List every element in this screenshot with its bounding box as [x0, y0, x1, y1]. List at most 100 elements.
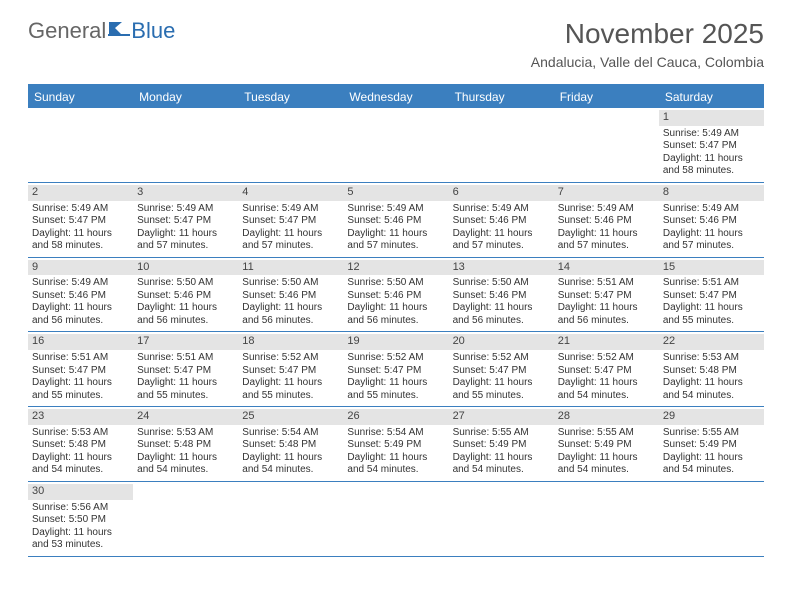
sunset-line: Sunset: 5:47 PM	[663, 290, 760, 303]
sunrise-line: Sunrise: 5:49 AM	[32, 203, 129, 216]
daylight-line: Daylight: 11 hours and 54 minutes.	[558, 377, 655, 402]
sunset-line: Sunset: 5:46 PM	[347, 290, 444, 303]
sunrise-line: Sunrise: 5:54 AM	[347, 427, 444, 440]
empty-cell	[238, 482, 343, 556]
day-cell: 25Sunrise: 5:54 AMSunset: 5:48 PMDayligh…	[238, 407, 343, 481]
empty-cell	[28, 108, 133, 182]
daylight-line: Daylight: 11 hours and 53 minutes.	[32, 527, 129, 552]
day-cell: 13Sunrise: 5:50 AMSunset: 5:46 PMDayligh…	[449, 258, 554, 332]
daylight-line: Daylight: 11 hours and 57 minutes.	[453, 228, 550, 253]
daylight-line: Daylight: 11 hours and 54 minutes.	[347, 452, 444, 477]
day-number: 30	[28, 484, 133, 500]
week-row: 9Sunrise: 5:49 AMSunset: 5:46 PMDaylight…	[28, 258, 764, 333]
daylight-line: Daylight: 11 hours and 57 minutes.	[347, 228, 444, 253]
empty-cell	[554, 108, 659, 182]
sunrise-line: Sunrise: 5:49 AM	[32, 277, 129, 290]
day-cell: 30Sunrise: 5:56 AMSunset: 5:50 PMDayligh…	[28, 482, 133, 556]
sunset-line: Sunset: 5:47 PM	[137, 365, 234, 378]
sunrise-line: Sunrise: 5:53 AM	[32, 427, 129, 440]
day-number: 1	[659, 110, 764, 126]
day-header-row: SundayMondayTuesdayWednesdayThursdayFrid…	[28, 86, 764, 108]
day-cell: 19Sunrise: 5:52 AMSunset: 5:47 PMDayligh…	[343, 332, 448, 406]
sunset-line: Sunset: 5:47 PM	[32, 365, 129, 378]
day-cell: 17 Sunrise: 5:51 AMSunset: 5:47 PMDayligh…	[133, 332, 238, 406]
empty-cell	[133, 482, 238, 556]
daylight-line: Daylight: 11 hours and 56 minutes.	[453, 302, 550, 327]
empty-cell	[343, 482, 448, 556]
sunrise-line: Sunrise: 5:55 AM	[663, 427, 760, 440]
sunset-line: Sunset: 5:49 PM	[347, 439, 444, 452]
empty-cell	[133, 108, 238, 182]
day-number: 19	[343, 334, 448, 350]
day-number: 20	[449, 334, 554, 350]
day-cell: 7Sunrise: 5:49 AMSunset: 5:46 PMDaylight…	[554, 183, 659, 257]
daylight-line: Daylight: 11 hours and 56 minutes.	[137, 302, 234, 327]
sunrise-line: Sunrise: 5:51 AM	[137, 352, 234, 365]
day-number: 8	[659, 185, 764, 201]
day-cell: 9Sunrise: 5:49 AMSunset: 5:46 PMDaylight…	[28, 258, 133, 332]
sunrise-line: Sunrise: 5:49 AM	[663, 128, 760, 141]
sunset-line: Sunset: 5:46 PM	[347, 215, 444, 228]
sunrise-line: Sunrise: 5:50 AM	[137, 277, 234, 290]
day-cell: 24Sunrise: 5:53 AMSunset: 5:48 PMDayligh…	[133, 407, 238, 481]
daylight-line: Daylight: 11 hours and 55 minutes.	[663, 302, 760, 327]
sunset-line: Sunset: 5:46 PM	[32, 290, 129, 303]
daylight-line: Daylight: 11 hours and 54 minutes.	[453, 452, 550, 477]
day-number: 10	[133, 260, 238, 276]
day-cell: 10Sunrise: 5:50 AMSunset: 5:46 PMDayligh…	[133, 258, 238, 332]
day-cell: 18Sunrise: 5:52 AMSunset: 5:47 PMDayligh…	[238, 332, 343, 406]
sunrise-line: Sunrise: 5:53 AM	[137, 427, 234, 440]
sunset-line: Sunset: 5:48 PM	[242, 439, 339, 452]
day-header-cell: Sunday	[28, 86, 133, 108]
daylight-line: Daylight: 11 hours and 55 minutes.	[137, 377, 234, 402]
empty-cell	[449, 482, 554, 556]
week-row: 30Sunrise: 5:56 AMSunset: 5:50 PMDayligh…	[28, 482, 764, 557]
day-cell: 3Sunrise: 5:49 AMSunset: 5:47 PMDaylight…	[133, 183, 238, 257]
day-cell: 27Sunrise: 5:55 AMSunset: 5:49 PMDayligh…	[449, 407, 554, 481]
sunrise-line: Sunrise: 5:50 AM	[347, 277, 444, 290]
sunrise-line: Sunrise: 5:52 AM	[242, 352, 339, 365]
day-number: 23	[28, 409, 133, 425]
sunset-line: Sunset: 5:48 PM	[663, 365, 760, 378]
day-number: 28	[554, 409, 659, 425]
calendar: SundayMondayTuesdayWednesdayThursdayFrid…	[28, 84, 764, 557]
day-cell: 5Sunrise: 5:49 AMSunset: 5:46 PMDaylight…	[343, 183, 448, 257]
logo-flag-icon	[108, 18, 130, 44]
sunrise-line: Sunrise: 5:53 AM	[663, 352, 760, 365]
day-number: 17	[133, 334, 238, 350]
day-number: 21	[554, 334, 659, 350]
daylight-line: Daylight: 11 hours and 54 minutes.	[32, 452, 129, 477]
day-number: 24	[133, 409, 238, 425]
sunrise-line: Sunrise: 5:50 AM	[242, 277, 339, 290]
sunset-line: Sunset: 5:47 PM	[242, 215, 339, 228]
sunset-line: Sunset: 5:47 PM	[558, 365, 655, 378]
sunset-line: Sunset: 5:48 PM	[137, 439, 234, 452]
daylight-line: Daylight: 11 hours and 56 minutes.	[242, 302, 339, 327]
sunrise-line: Sunrise: 5:51 AM	[558, 277, 655, 290]
logo: General Blue	[28, 18, 175, 44]
day-number: 13	[449, 260, 554, 276]
day-number: 11	[238, 260, 343, 276]
day-number: 2	[28, 185, 133, 201]
day-number: 3	[133, 185, 238, 201]
sunrise-line: Sunrise: 5:52 AM	[453, 352, 550, 365]
sunrise-line: Sunrise: 5:54 AM	[242, 427, 339, 440]
day-number: 22	[659, 334, 764, 350]
day-cell: 20Sunrise: 5:52 AMSunset: 5:47 PMDayligh…	[449, 332, 554, 406]
daylight-line: Daylight: 11 hours and 54 minutes.	[663, 452, 760, 477]
day-cell: 26Sunrise: 5:54 AMSunset: 5:49 PMDayligh…	[343, 407, 448, 481]
sunset-line: Sunset: 5:49 PM	[663, 439, 760, 452]
sunset-line: Sunset: 5:47 PM	[242, 365, 339, 378]
day-cell: 8Sunrise: 5:49 AMSunset: 5:46 PMDaylight…	[659, 183, 764, 257]
day-number: 16	[28, 334, 133, 350]
sunrise-line: Sunrise: 5:49 AM	[347, 203, 444, 216]
daylight-line: Daylight: 11 hours and 54 minutes.	[663, 377, 760, 402]
day-number: 12	[343, 260, 448, 276]
daylight-line: Daylight: 11 hours and 58 minutes.	[32, 228, 129, 253]
day-cell: 23Sunrise: 5:53 AMSunset: 5:48 PMDayligh…	[28, 407, 133, 481]
sunrise-line: Sunrise: 5:49 AM	[558, 203, 655, 216]
sunrise-line: Sunrise: 5:52 AM	[347, 352, 444, 365]
day-cell: 15Sunrise: 5:51 AMSunset: 5:47 PMDayligh…	[659, 258, 764, 332]
daylight-line: Daylight: 11 hours and 56 minutes.	[347, 302, 444, 327]
title-block: November 2025 Andalucia, Valle del Cauca…	[531, 18, 764, 70]
